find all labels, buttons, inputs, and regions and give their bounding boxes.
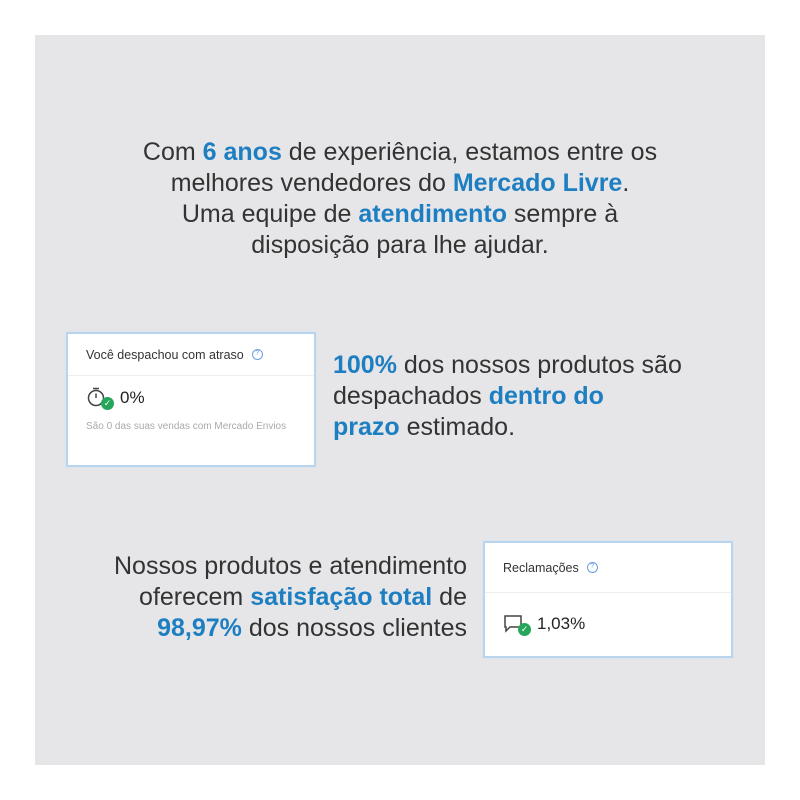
highlight: satisfação total	[250, 583, 433, 611]
text: dos nossos produtos são	[396, 351, 682, 379]
card-note: São 0 das suas vendas com Mercado Envios	[86, 421, 287, 432]
chat-check-icon: ✓	[503, 612, 531, 636]
help-icon[interactable]: ?	[251, 349, 263, 360]
card-title: Você despachou com atraso	[86, 347, 244, 362]
complaints-card: Reclamações? ✓ 1,03%	[483, 541, 733, 658]
late-dispatch-value: 0%	[120, 388, 145, 407]
text: .	[622, 169, 630, 197]
dispatch-text: 100% dos nossos produtos são despachados…	[333, 350, 753, 443]
text: dos nossos clientes	[241, 614, 467, 642]
highlight: prazo	[333, 413, 400, 441]
dispatch-card: Você despachou com atraso? ✓ 0% São 0 da…	[66, 332, 316, 467]
banner-panel: Com 6 anos de experiência, estamos entre…	[35, 35, 765, 765]
highlight: 6 anos	[202, 138, 282, 166]
highlight: 98,97%	[157, 614, 242, 642]
text: de	[432, 583, 467, 611]
text: sempre à	[506, 200, 619, 228]
satisfaction-text: Nossos produtos e atendimento oferecem s…	[55, 551, 467, 644]
text: melhores vendedores do	[170, 169, 453, 197]
text: despachados	[333, 382, 489, 410]
text: Com	[142, 138, 203, 166]
help-icon[interactable]: ?	[586, 562, 598, 573]
highlight: Mercado Livre	[452, 169, 623, 197]
text: disposição para lhe ajudar.	[251, 231, 549, 259]
text: oferecem	[139, 583, 251, 611]
headline: Com 6 anos de experiência, estamos entre…	[35, 137, 765, 261]
highlight: atendimento	[358, 200, 507, 228]
text: Nossos produtos e atendimento	[114, 552, 467, 580]
text: de experiência, estamos entre os	[281, 138, 658, 166]
highlight: 100%	[333, 351, 397, 379]
text: estimado.	[399, 413, 516, 441]
stopwatch-check-icon: ✓	[86, 386, 114, 410]
complaints-value: 1,03%	[537, 614, 586, 633]
card-title: Reclamações	[503, 560, 579, 575]
text: Uma equipe de	[181, 200, 359, 228]
highlight: dentro do	[488, 382, 604, 410]
